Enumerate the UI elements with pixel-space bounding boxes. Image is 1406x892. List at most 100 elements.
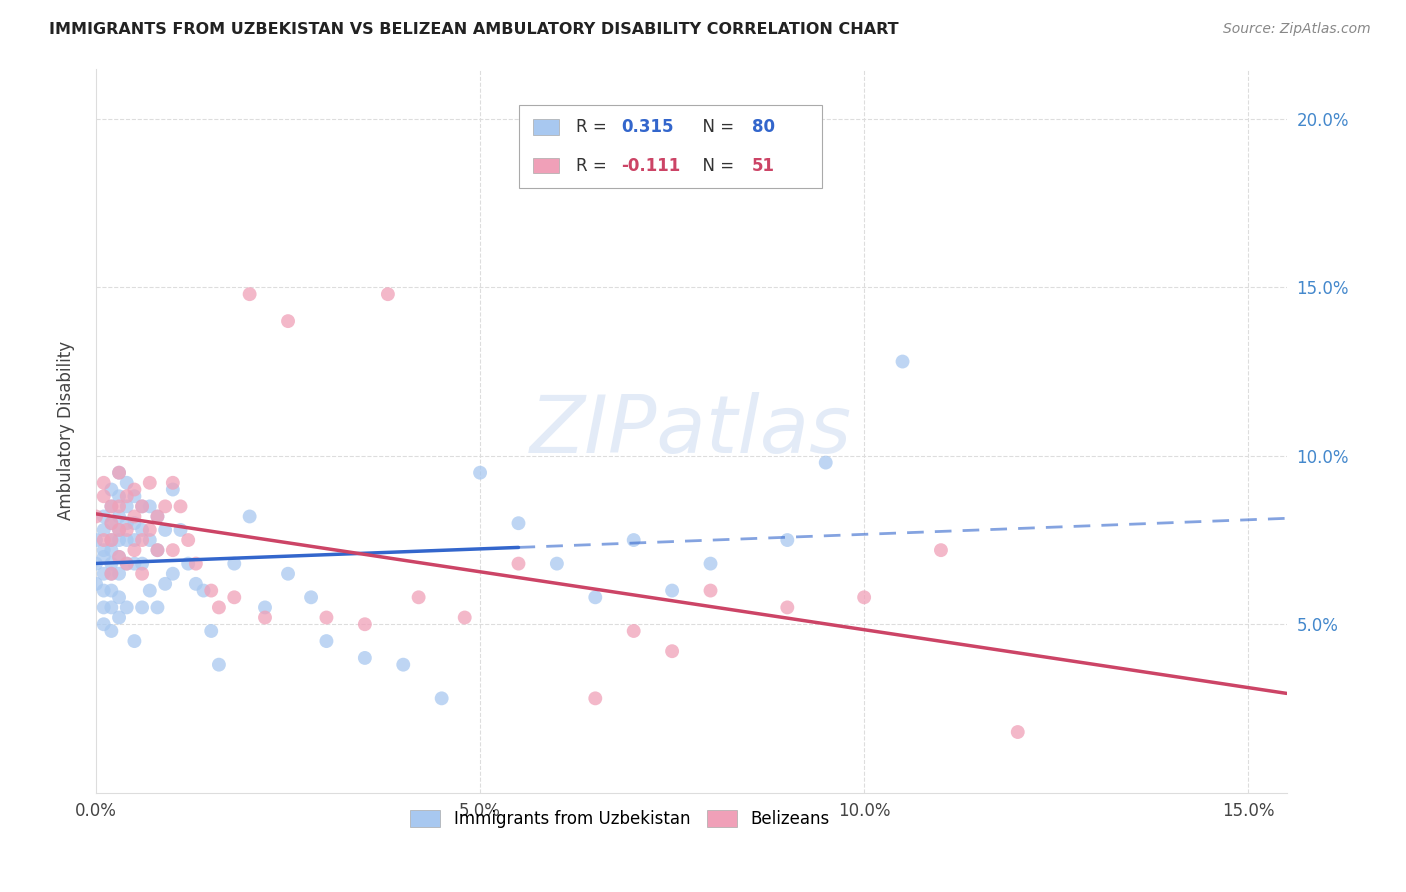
Point [93,475,115,490]
Point [200,583,222,598]
FancyBboxPatch shape [533,120,560,136]
Point [177,533,200,547]
Point [115,600,138,615]
Text: ZIPatlas: ZIPatlas [530,392,852,469]
Point [146,509,169,524]
Point [131,500,153,514]
Point [124,557,146,571]
Point [583,691,606,706]
Point [100,500,122,514]
Point [583,591,606,605]
Point [146,600,169,615]
Point [115,557,138,571]
Point [623,624,645,638]
Point [623,533,645,547]
Point [153,577,176,591]
Point [124,516,146,531]
Point [184,577,207,591]
Point [699,557,721,571]
Text: 80: 80 [752,119,775,136]
Point [84,557,107,571]
Point [146,543,169,558]
Point [508,557,530,571]
FancyBboxPatch shape [533,158,560,173]
Point [100,543,122,558]
Point [169,500,191,514]
Point [131,500,153,514]
Point [253,600,276,615]
Point [84,577,107,591]
Point [100,516,122,531]
Point [115,533,138,547]
Point [100,533,122,547]
Point [124,543,146,558]
Point [93,566,115,581]
Legend: Immigrants from Uzbekistan, Belizeans: Immigrants from Uzbekistan, Belizeans [404,804,837,835]
Point [277,314,299,328]
Point [93,617,115,632]
Point [146,509,169,524]
Point [353,651,375,665]
Point [131,533,153,547]
Point [131,523,153,537]
Point [100,483,122,497]
Point [93,549,115,564]
Point [891,354,914,368]
Point [146,543,169,558]
Point [661,644,683,658]
Point [108,610,131,624]
Text: 0.315: 0.315 [621,119,673,136]
Text: R =: R = [576,119,612,136]
Point [100,533,122,547]
Point [776,533,799,547]
Point [115,475,138,490]
Point [253,610,276,624]
Point [546,557,568,571]
Point [115,489,138,503]
Point [929,543,952,558]
Point [93,523,115,537]
Text: N =: N = [693,119,740,136]
Point [162,483,184,497]
Point [162,475,184,490]
Point [200,624,222,638]
Point [93,543,115,558]
Point [93,600,115,615]
Point [208,657,231,672]
Point [100,600,122,615]
Text: IMMIGRANTS FROM UZBEKISTAN VS BELIZEAN AMBULATORY DISABILITY CORRELATION CHART: IMMIGRANTS FROM UZBEKISTAN VS BELIZEAN A… [49,22,898,37]
Point [108,489,131,503]
Point [115,516,138,531]
Point [661,583,683,598]
Point [1007,725,1029,739]
Point [139,533,162,547]
Point [153,500,176,514]
Point [139,500,162,514]
Point [124,634,146,648]
Point [108,466,131,480]
Point [153,523,176,537]
Point [353,617,375,632]
Point [100,500,122,514]
Point [124,533,146,547]
Point [124,489,146,503]
Point [377,287,399,301]
Point [108,523,131,537]
Point [814,456,837,470]
Point [508,516,530,531]
Point [108,466,131,480]
Point [224,591,246,605]
Point [108,533,131,547]
Point [108,591,131,605]
Point [108,549,131,564]
Point [93,509,115,524]
Point [177,557,200,571]
Point [315,634,337,648]
Point [699,583,721,598]
Point [84,509,107,524]
Point [84,533,107,547]
Point [108,509,131,524]
FancyBboxPatch shape [519,104,823,188]
Point [776,600,799,615]
Text: 51: 51 [752,156,775,175]
